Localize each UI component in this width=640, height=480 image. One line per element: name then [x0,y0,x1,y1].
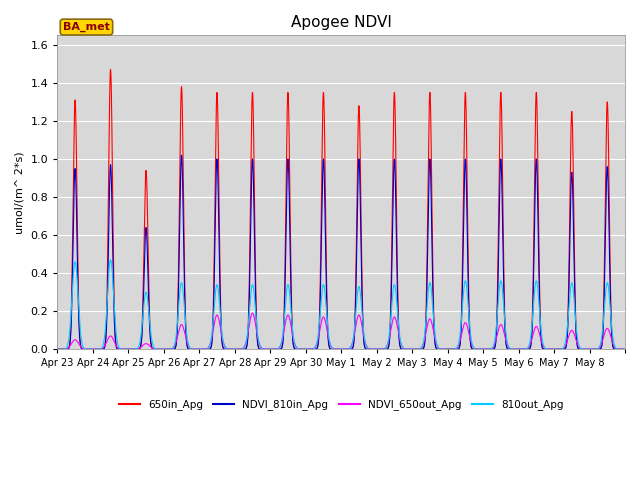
Title: Apogee NDVI: Apogee NDVI [291,15,392,30]
Y-axis label: umol/(m^ 2*s): umol/(m^ 2*s) [15,151,25,234]
Legend: 650in_Apg, NDVI_810in_Apg, NDVI_650out_Apg, 810out_Apg: 650in_Apg, NDVI_810in_Apg, NDVI_650out_A… [115,396,568,415]
Text: BA_met: BA_met [63,22,110,32]
